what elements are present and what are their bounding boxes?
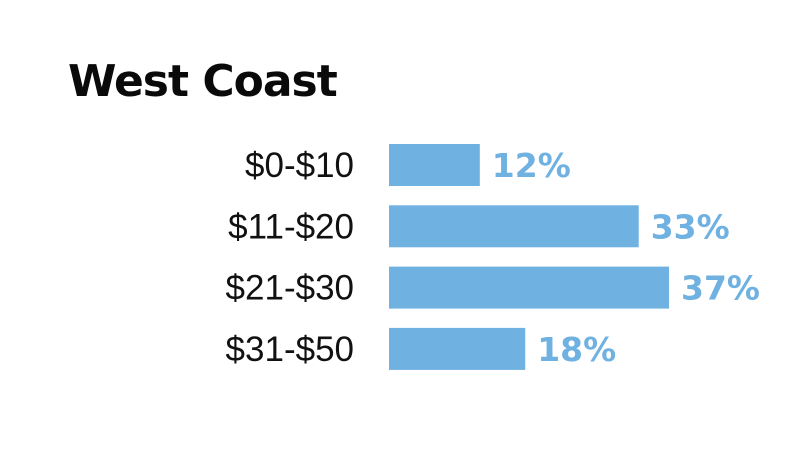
- value-label: 37%: [681, 269, 760, 308]
- value-label: 18%: [537, 330, 616, 369]
- category-label: $31-$50: [226, 330, 354, 369]
- bar: [389, 266, 669, 309]
- value-label: 33%: [651, 207, 730, 246]
- bar: [389, 205, 639, 248]
- category-label: $11-$20: [228, 207, 354, 246]
- value-label: 12%: [492, 146, 571, 185]
- bar: [389, 144, 480, 186]
- category-label: $0-$10: [245, 146, 354, 185]
- chart-title: West Coast: [68, 56, 338, 107]
- category-label: $21-$30: [226, 269, 354, 308]
- bar: [389, 327, 526, 370]
